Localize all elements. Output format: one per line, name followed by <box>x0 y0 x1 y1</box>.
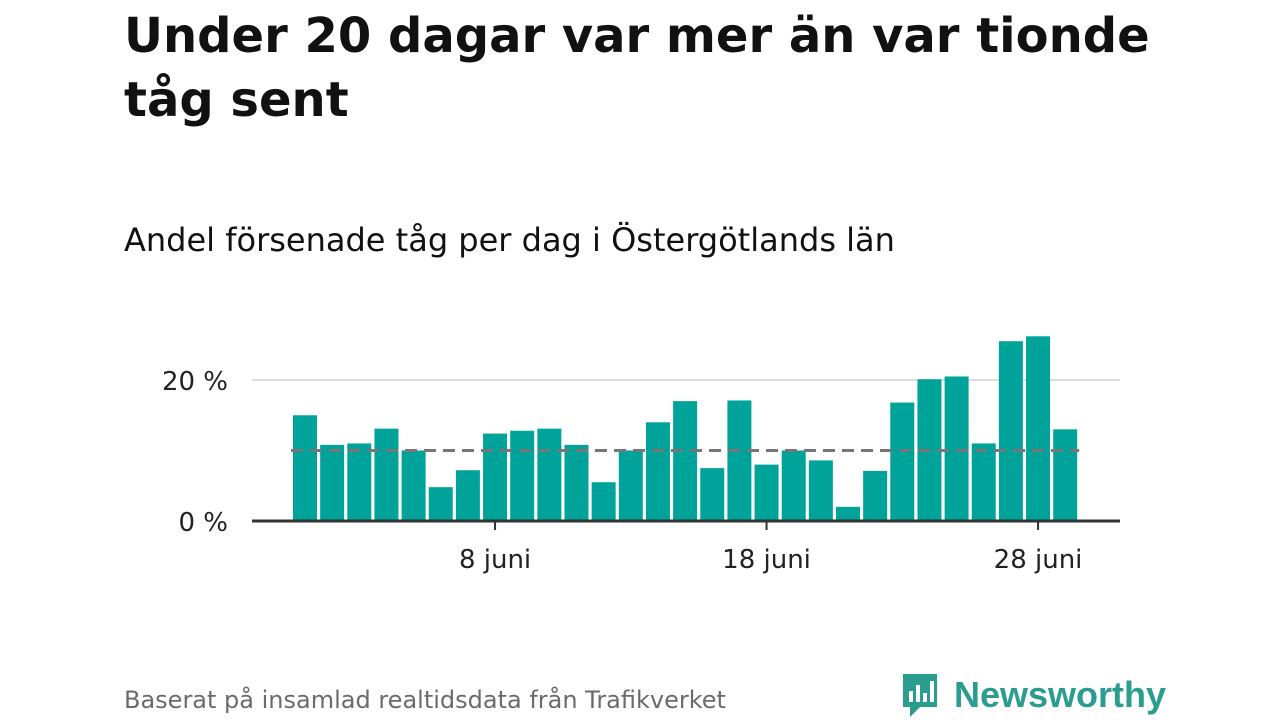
bar <box>971 443 996 521</box>
bar <box>1026 336 1051 521</box>
chart-title: Under 20 dagar var mer än var tionde tåg… <box>124 8 1150 128</box>
y-tick-label: 20 % <box>162 367 228 397</box>
bar <box>510 430 535 521</box>
x-tick-label: 8 juni <box>459 545 531 575</box>
bar <box>483 433 508 521</box>
brand-name: Newsworthy <box>954 674 1167 715</box>
bar <box>320 444 345 521</box>
bar <box>836 506 860 521</box>
bar <box>754 464 779 521</box>
bar <box>998 341 1023 521</box>
x-tick-label: 18 juni <box>722 545 811 575</box>
bar <box>673 401 698 521</box>
bar <box>564 444 589 521</box>
bar <box>863 470 888 521</box>
bar <box>618 450 643 521</box>
y-tick-label: 0 % <box>178 508 228 538</box>
bar <box>455 470 480 521</box>
bar <box>374 428 399 521</box>
x-tick-label: 28 juni <box>994 545 1083 575</box>
tick-labels: 0 % 20 % 8 juni 18 juni 28 juni <box>162 367 1082 575</box>
bar <box>401 450 426 521</box>
bar <box>645 422 670 521</box>
bar <box>537 428 562 521</box>
chart-subtitle: Andel försenade tåg per dag i Östergötla… <box>124 221 895 259</box>
bar <box>890 402 915 521</box>
bar <box>700 468 725 521</box>
bar <box>781 450 806 521</box>
axes <box>252 519 1120 530</box>
bar <box>727 400 752 521</box>
source-note: Baserat på insamlad realtidsdata från Tr… <box>124 686 726 714</box>
brand-logo: Newsworthy <box>900 670 1166 720</box>
bar <box>293 415 317 521</box>
bar <box>944 376 969 521</box>
bar-chart: 0 % 20 % 8 juni 18 juni 28 juni <box>162 336 1120 575</box>
newsworthy-logo-icon <box>903 674 937 717</box>
bar <box>808 460 833 521</box>
bar <box>591 482 616 521</box>
bar <box>1053 429 1078 521</box>
bar <box>428 487 453 521</box>
bars <box>293 336 1078 521</box>
bar <box>347 443 372 521</box>
